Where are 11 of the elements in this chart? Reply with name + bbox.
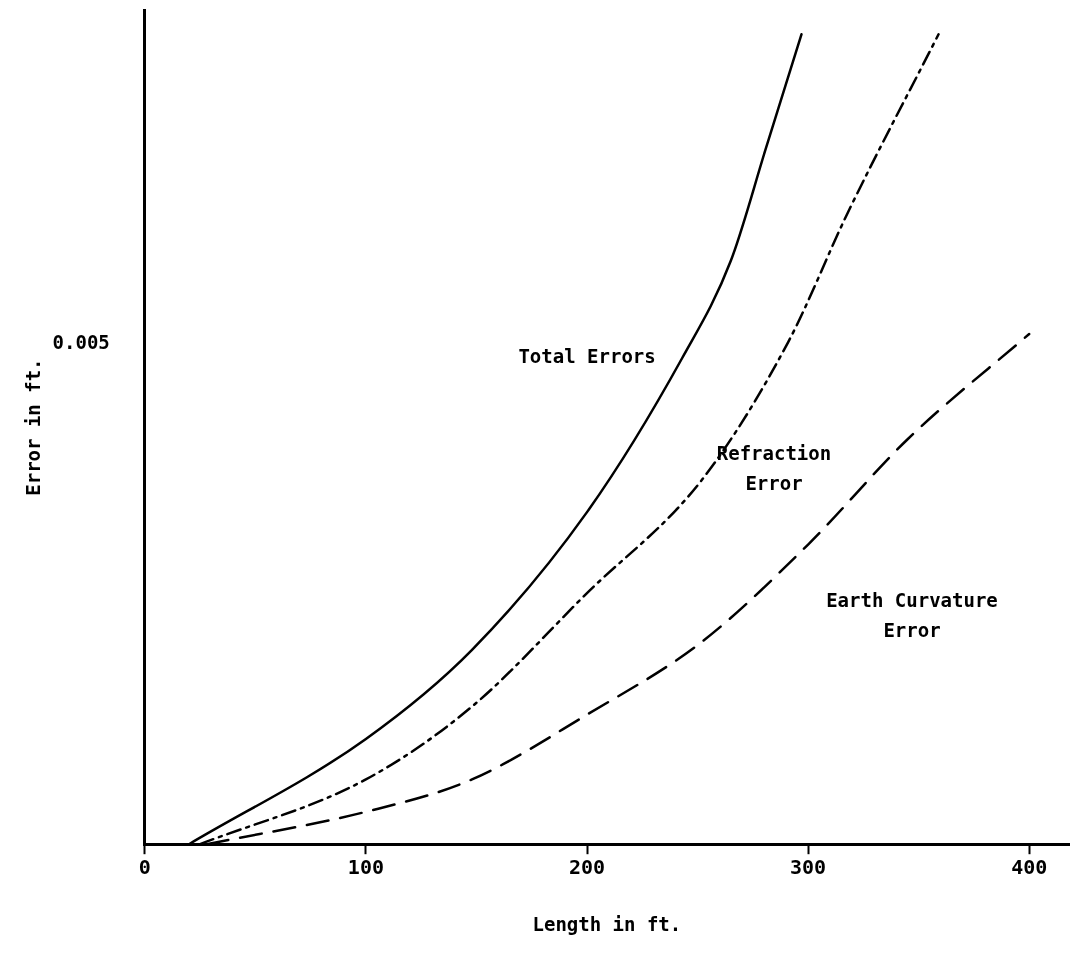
x-tick-label: 100 [347,855,384,880]
x-axis-title: Length in ft. [532,912,682,935]
series-label: Total Errors [518,345,656,368]
x-tick-label: 0 [138,855,151,880]
series-label: Refraction Error [716,441,832,494]
y-axis-title: Error in ft. [22,358,45,496]
text: 0.005 [52,330,110,353]
text: Earth Curvature Error [826,588,998,641]
x-tick-label: 400 [1011,855,1048,880]
x-tick-label: 300 [790,855,827,880]
x-tick-label: 200 [568,855,606,880]
